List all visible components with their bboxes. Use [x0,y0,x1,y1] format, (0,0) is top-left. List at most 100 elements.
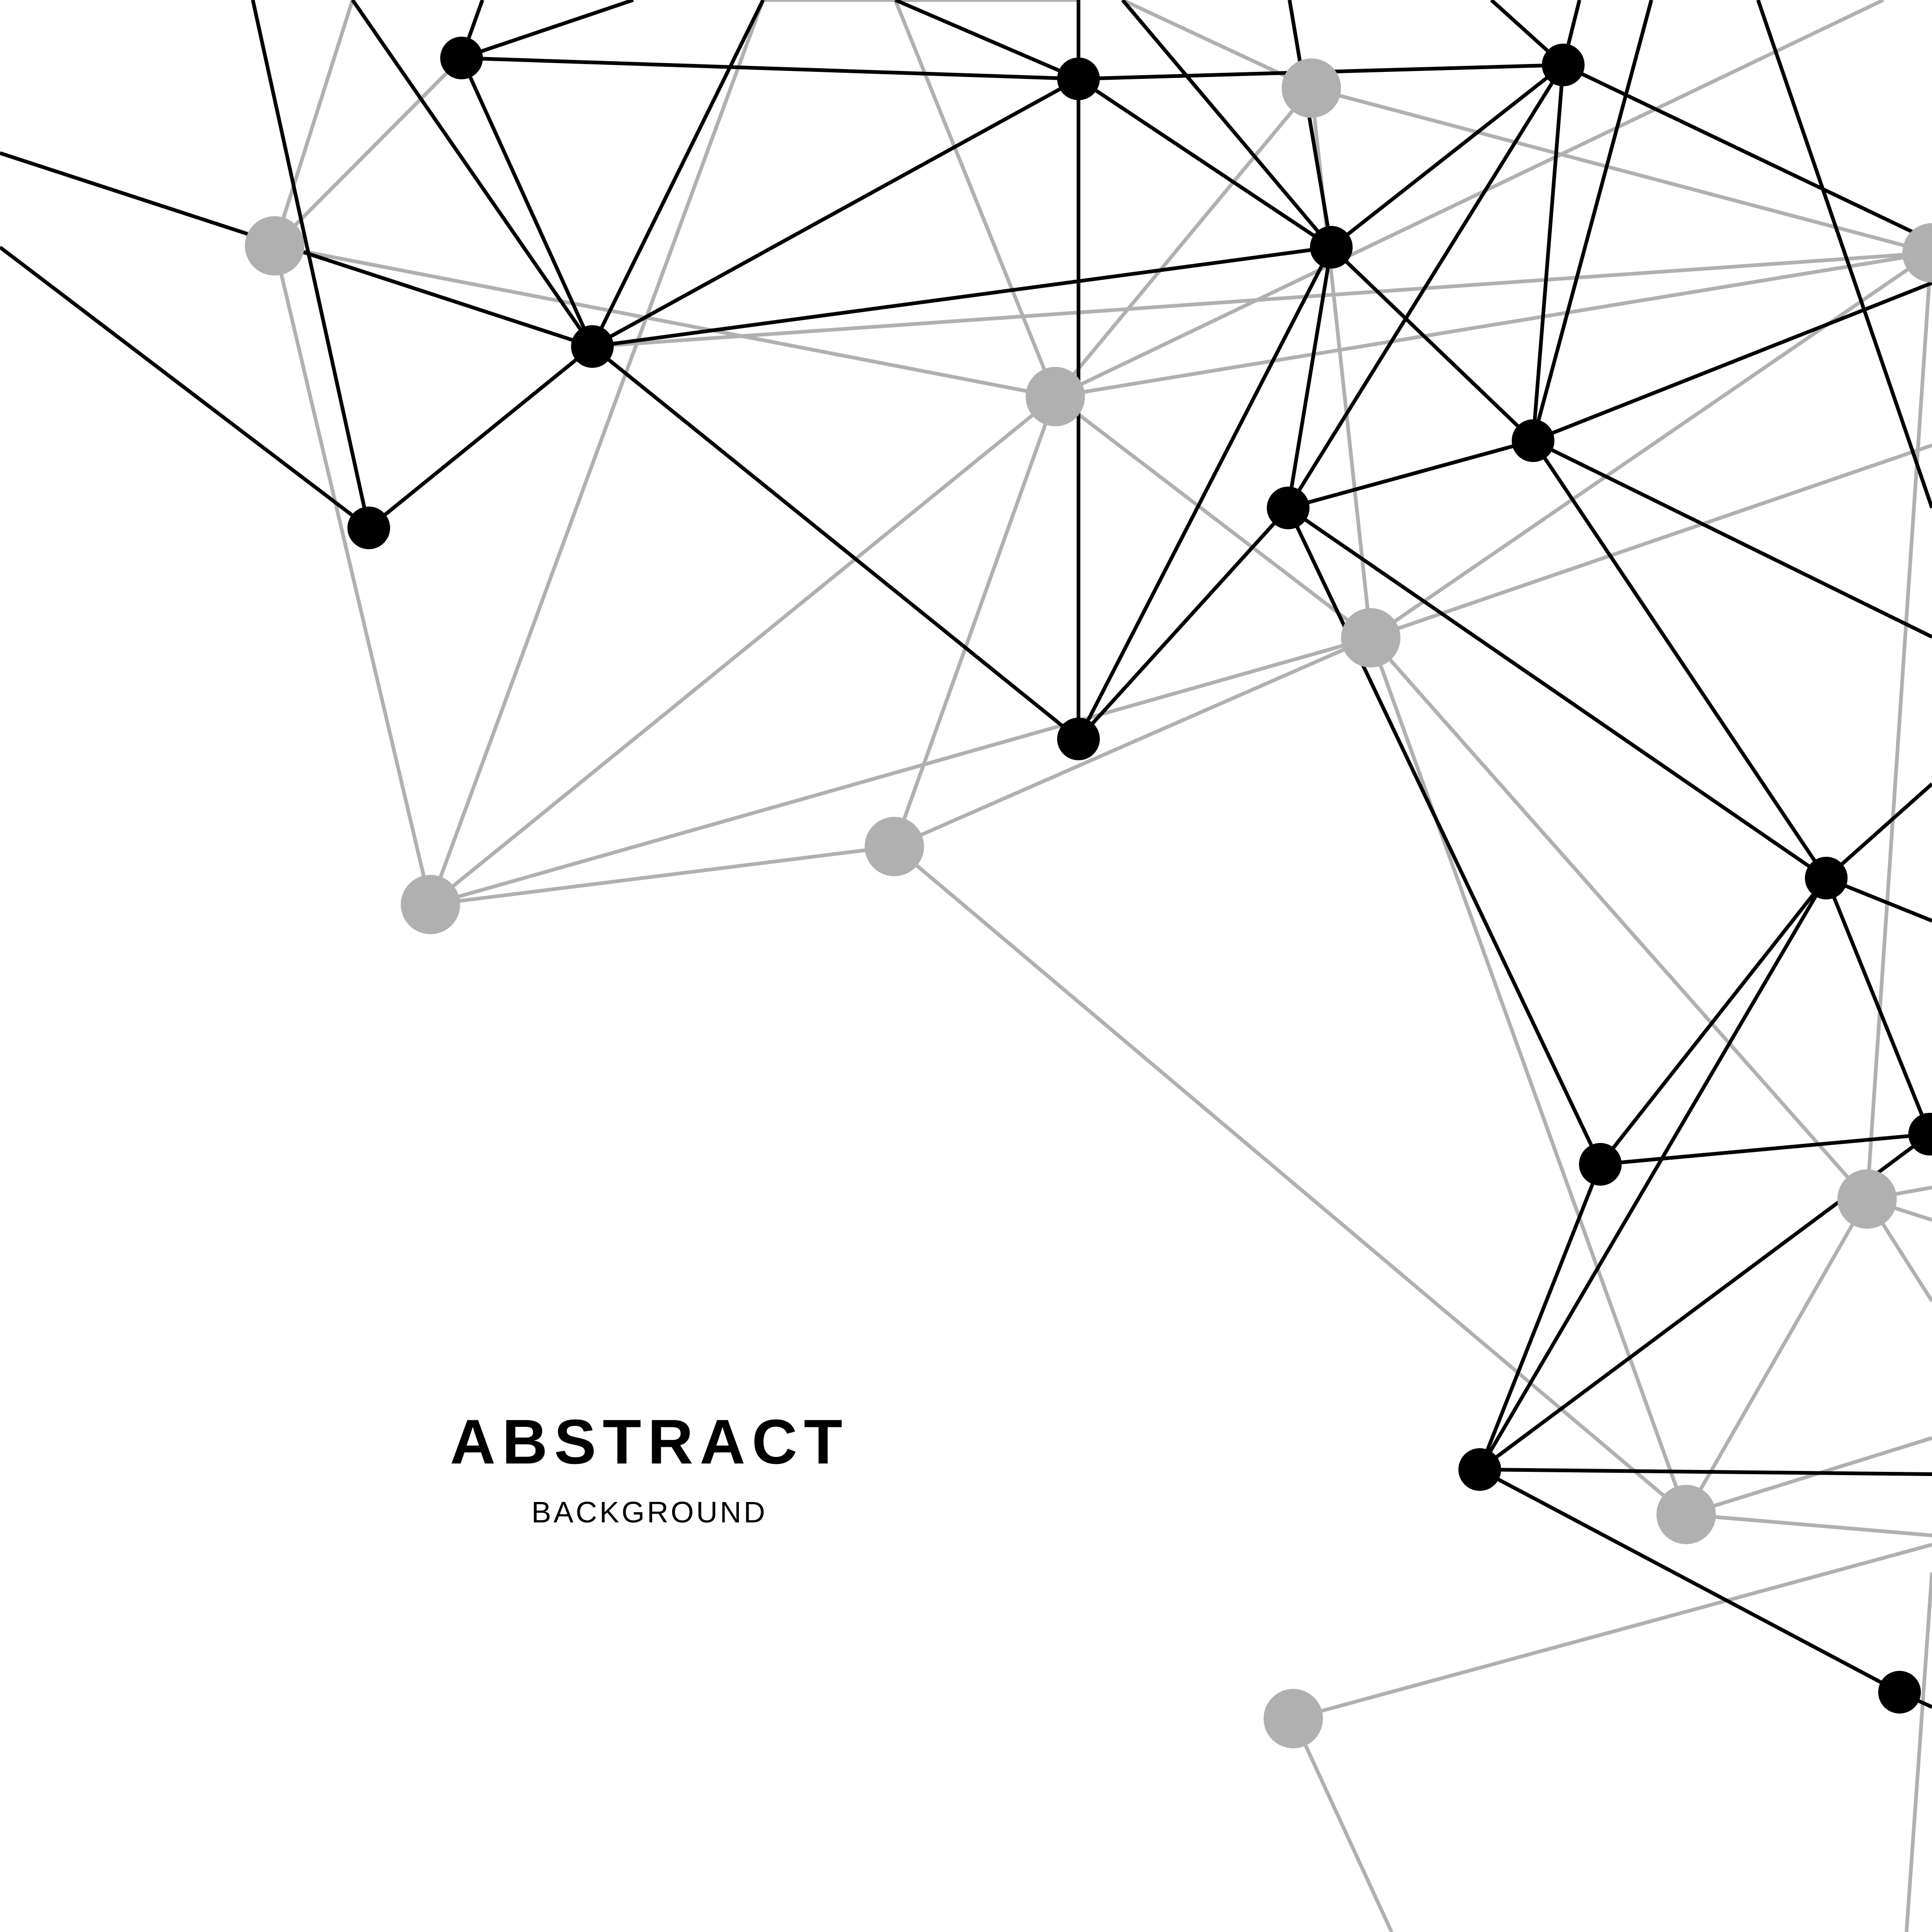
network-edge [591,77,1079,348]
network-edge [893,845,1688,1516]
network-edge [1054,0,1884,398]
network-edge [1531,0,1653,442]
network-edge [1291,1718,1393,1932]
network-edge [1369,637,1688,1515]
network-edge [1309,88,1373,638]
network-edge [1905,1572,1932,1932]
network-edge [430,636,1372,906]
network-edge [1478,1163,1602,1470]
network-edge [1286,64,1565,509]
network-edge [1055,251,1932,398]
network-edge [1531,439,1828,879]
network-edge [1370,443,1932,640]
network-edge [429,395,1057,906]
network-edge [351,0,594,348]
network-edge [273,57,463,247]
light-network-edges [273,0,1932,1932]
network-node-light-icon [1264,1689,1323,1748]
network-edge [1077,246,1333,740]
network-edge [893,0,1057,398]
network-edge [1286,247,1333,508]
network-edge [1478,877,1828,1471]
network-node-light-icon [401,875,460,934]
network-edge [461,56,1079,81]
network-edge [1532,439,1932,639]
network-edge [1121,0,1333,249]
network-node-light-icon [1341,608,1400,668]
network-edge [592,251,1932,348]
network-node-dark-icon [1542,44,1585,86]
network-edge [894,0,1079,81]
network-edge [1369,251,1932,640]
network-node-dark-icon [347,507,390,549]
network-edge [273,0,354,247]
network-node-dark-icon [1579,1143,1622,1186]
page-title: ABSTRACT [450,1406,849,1477]
network-edge [1684,1198,1869,1515]
network-edge [1054,395,1372,640]
network-edge [1600,1132,1930,1166]
network-node-light-icon [245,216,304,276]
network-edge [1479,1468,1900,1694]
network-edge [1077,77,1333,249]
network-edge [1330,63,1565,249]
network-edge [591,345,1080,741]
light-network-nodes [245,58,1932,1748]
network-edge [274,244,1056,398]
network-edge [1824,877,1932,1135]
network-node-dark-icon [1057,718,1100,760]
network-node-light-icon [1656,1485,1716,1544]
network-node-dark-icon [1878,1671,1921,1714]
network-edge [430,845,895,906]
network-node-dark-icon [1057,58,1100,100]
network-edge [1531,64,1565,441]
network-node-light-icon [1902,223,1932,282]
network-edge [1756,0,1932,509]
network-edge [1686,1513,1932,1537]
network-edge [429,0,765,905]
network-edge [1288,0,1333,248]
network-edge [1286,507,1602,1165]
network-node-dark-icon [1805,857,1848,899]
network-node-light-icon [1837,1169,1897,1229]
network-edge [892,396,1057,847]
network-edge [1865,241,1932,1200]
network-node-light-icon [1026,367,1085,426]
network-edge [1369,636,1868,1200]
network-edge [1562,63,1932,243]
network-edge [1310,86,1932,255]
dark-network-nodes [347,37,1932,1714]
network-edge [591,0,765,347]
network-node-light-icon [865,817,924,876]
network-edge [1292,1543,1932,1720]
network-edge [1825,783,1932,879]
network-edge [1287,506,1828,880]
network-node-dark-icon [440,37,483,79]
network-node-dark-icon [1267,487,1309,529]
network-edge [1685,1436,1932,1516]
network-node-dark-icon [1310,226,1353,269]
network-node-dark-icon [1908,1113,1932,1155]
page-subtitle: BACKGROUND [531,1496,768,1529]
network-edge [461,0,634,60]
network-edge [460,57,594,347]
network-edge [1598,877,1828,1166]
network-edge [1287,439,1534,510]
network-edge [1479,1468,1932,1476]
network-edge [367,345,594,530]
network-edge [893,636,1372,848]
network-edge [1077,507,1290,740]
network-edge [1053,87,1313,398]
title-block: ABSTRACT BACKGROUND [445,1410,854,1527]
network-edge [592,245,1332,348]
network-edge [1330,246,1534,442]
network-edge [273,245,432,905]
network-edge [0,245,370,530]
dark-network-edges [0,0,1932,1709]
network-node-dark-icon [1458,1448,1501,1491]
network-edge [251,0,371,528]
network-node-light-icon [1282,58,1341,118]
network-node-dark-icon [1512,419,1554,462]
network-node-dark-icon [571,325,614,368]
